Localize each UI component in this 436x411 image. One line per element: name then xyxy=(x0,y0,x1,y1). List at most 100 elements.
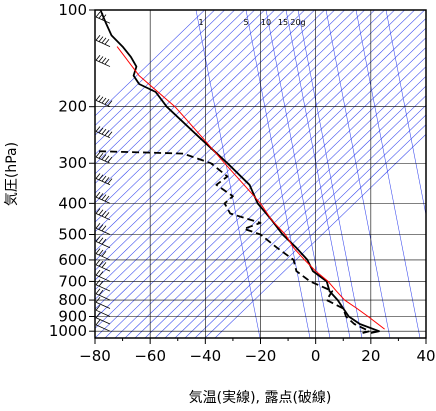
barb-flag xyxy=(98,127,104,134)
mixing-ratio-line xyxy=(355,10,421,338)
wind-barb xyxy=(95,126,113,139)
y-tick-label: 600 xyxy=(58,251,87,269)
dry-adiabat-line xyxy=(95,10,266,175)
barb-flag xyxy=(104,38,110,45)
mixing-ratio-label: 1 xyxy=(198,18,203,27)
dry-adiabat-line xyxy=(95,17,426,338)
y-tick-label: 700 xyxy=(58,272,87,290)
x-tick-label: −60 xyxy=(134,347,166,365)
dry-adiabat-line xyxy=(174,95,426,338)
mixing-ratio-label: 20g xyxy=(290,18,305,27)
dry-adiabat-line xyxy=(95,10,366,271)
barb-flag xyxy=(95,279,101,286)
wind-barb xyxy=(95,248,111,261)
barb-flag xyxy=(98,36,104,42)
x-tick-label: −20 xyxy=(245,347,277,365)
barb-flag xyxy=(95,191,101,198)
barb-staff xyxy=(95,293,111,301)
barb-flag xyxy=(98,193,104,199)
dry-adiabat-line xyxy=(95,10,276,184)
wind-barb xyxy=(95,296,111,309)
wind-barb xyxy=(95,222,111,235)
barb-flag xyxy=(95,248,101,254)
wind-barb xyxy=(95,304,111,317)
barb-staff xyxy=(95,16,111,24)
barb-flag xyxy=(104,212,110,218)
dry-adiabat-line xyxy=(95,10,406,310)
mixing-ratio-line xyxy=(195,10,261,338)
x-axis-title: 気温(実線), 露点(破線) xyxy=(189,390,332,406)
dry-adiabat-line xyxy=(95,10,206,117)
x-tick-label: 20 xyxy=(361,347,380,365)
dry-adiabat-line xyxy=(95,10,376,281)
grid-lines xyxy=(89,9,427,344)
barb-flag xyxy=(95,55,101,61)
x-tick-label: −80 xyxy=(79,347,111,365)
barb-flag xyxy=(101,97,107,104)
barb-flag xyxy=(101,238,107,245)
barb-flag xyxy=(98,96,104,102)
barb-staff xyxy=(95,264,111,272)
dry-adiabat-line xyxy=(95,10,296,204)
dry-adiabat-line xyxy=(124,46,426,338)
y-tick-label: 800 xyxy=(58,291,87,309)
dry-adiabat-line xyxy=(95,10,286,194)
dry-adiabat-line xyxy=(95,10,246,155)
wind-barb xyxy=(95,259,111,272)
dry-adiabat-line xyxy=(114,37,426,338)
barb-staff xyxy=(95,227,111,235)
series-line xyxy=(95,150,371,334)
barb-staff xyxy=(95,241,111,249)
dry-adiabat-line xyxy=(95,10,386,291)
dry-adiabat-line xyxy=(95,10,256,165)
barb-flag xyxy=(104,130,110,136)
dry-adiabat-line xyxy=(95,10,306,213)
barb-flag xyxy=(107,131,113,137)
wind-barb xyxy=(95,269,111,282)
barb-flag xyxy=(98,271,104,277)
mixing-ratio-line xyxy=(297,10,363,338)
barb-flag xyxy=(95,95,101,101)
barb-flag xyxy=(101,210,107,217)
y-tick-label: 200 xyxy=(58,98,87,116)
mixing-ratio-label: 10 xyxy=(261,18,271,27)
barb-flag xyxy=(104,58,110,65)
barb-flag xyxy=(101,225,107,232)
barb-staff xyxy=(95,324,111,332)
barb-flag xyxy=(104,99,110,105)
wind-barb xyxy=(95,151,113,164)
barb-staff xyxy=(95,317,111,325)
dry-adiabat-line xyxy=(95,10,356,262)
x-tick-label: 0 xyxy=(311,347,321,365)
barb-flag xyxy=(95,296,101,303)
barb-staff xyxy=(95,156,111,164)
dry-adiabat-line xyxy=(104,27,426,338)
barb-flag xyxy=(95,222,101,229)
mixing-ratio-line xyxy=(245,10,311,338)
dry-adiabat-line xyxy=(164,85,426,338)
dry-adiabat-line xyxy=(95,10,326,233)
barb-flag xyxy=(101,14,107,20)
wind-barb xyxy=(95,208,111,221)
mixing-ratio-line xyxy=(285,10,351,338)
dry-adiabat-line xyxy=(95,10,236,146)
barb-staff xyxy=(95,39,111,47)
x-tick-label: 40 xyxy=(416,347,435,365)
series-line xyxy=(99,10,380,334)
x-tick-labels: −80 −60 −40 −20 0 20 40 xyxy=(79,347,435,365)
wind-barbs xyxy=(95,11,113,332)
wind-barb xyxy=(95,279,111,292)
wind-barb xyxy=(95,11,111,24)
barb-flag xyxy=(95,11,101,18)
barb-flag xyxy=(95,208,101,214)
mixing-ratio-label: 5 xyxy=(243,18,248,27)
barb-flag xyxy=(101,194,107,200)
wind-barb xyxy=(95,236,111,249)
mixing-ratio-label: 15 xyxy=(278,18,288,27)
barb-flag xyxy=(95,312,101,318)
series-line xyxy=(116,46,385,330)
plot-frame xyxy=(94,9,427,339)
barb-staff xyxy=(95,178,111,186)
